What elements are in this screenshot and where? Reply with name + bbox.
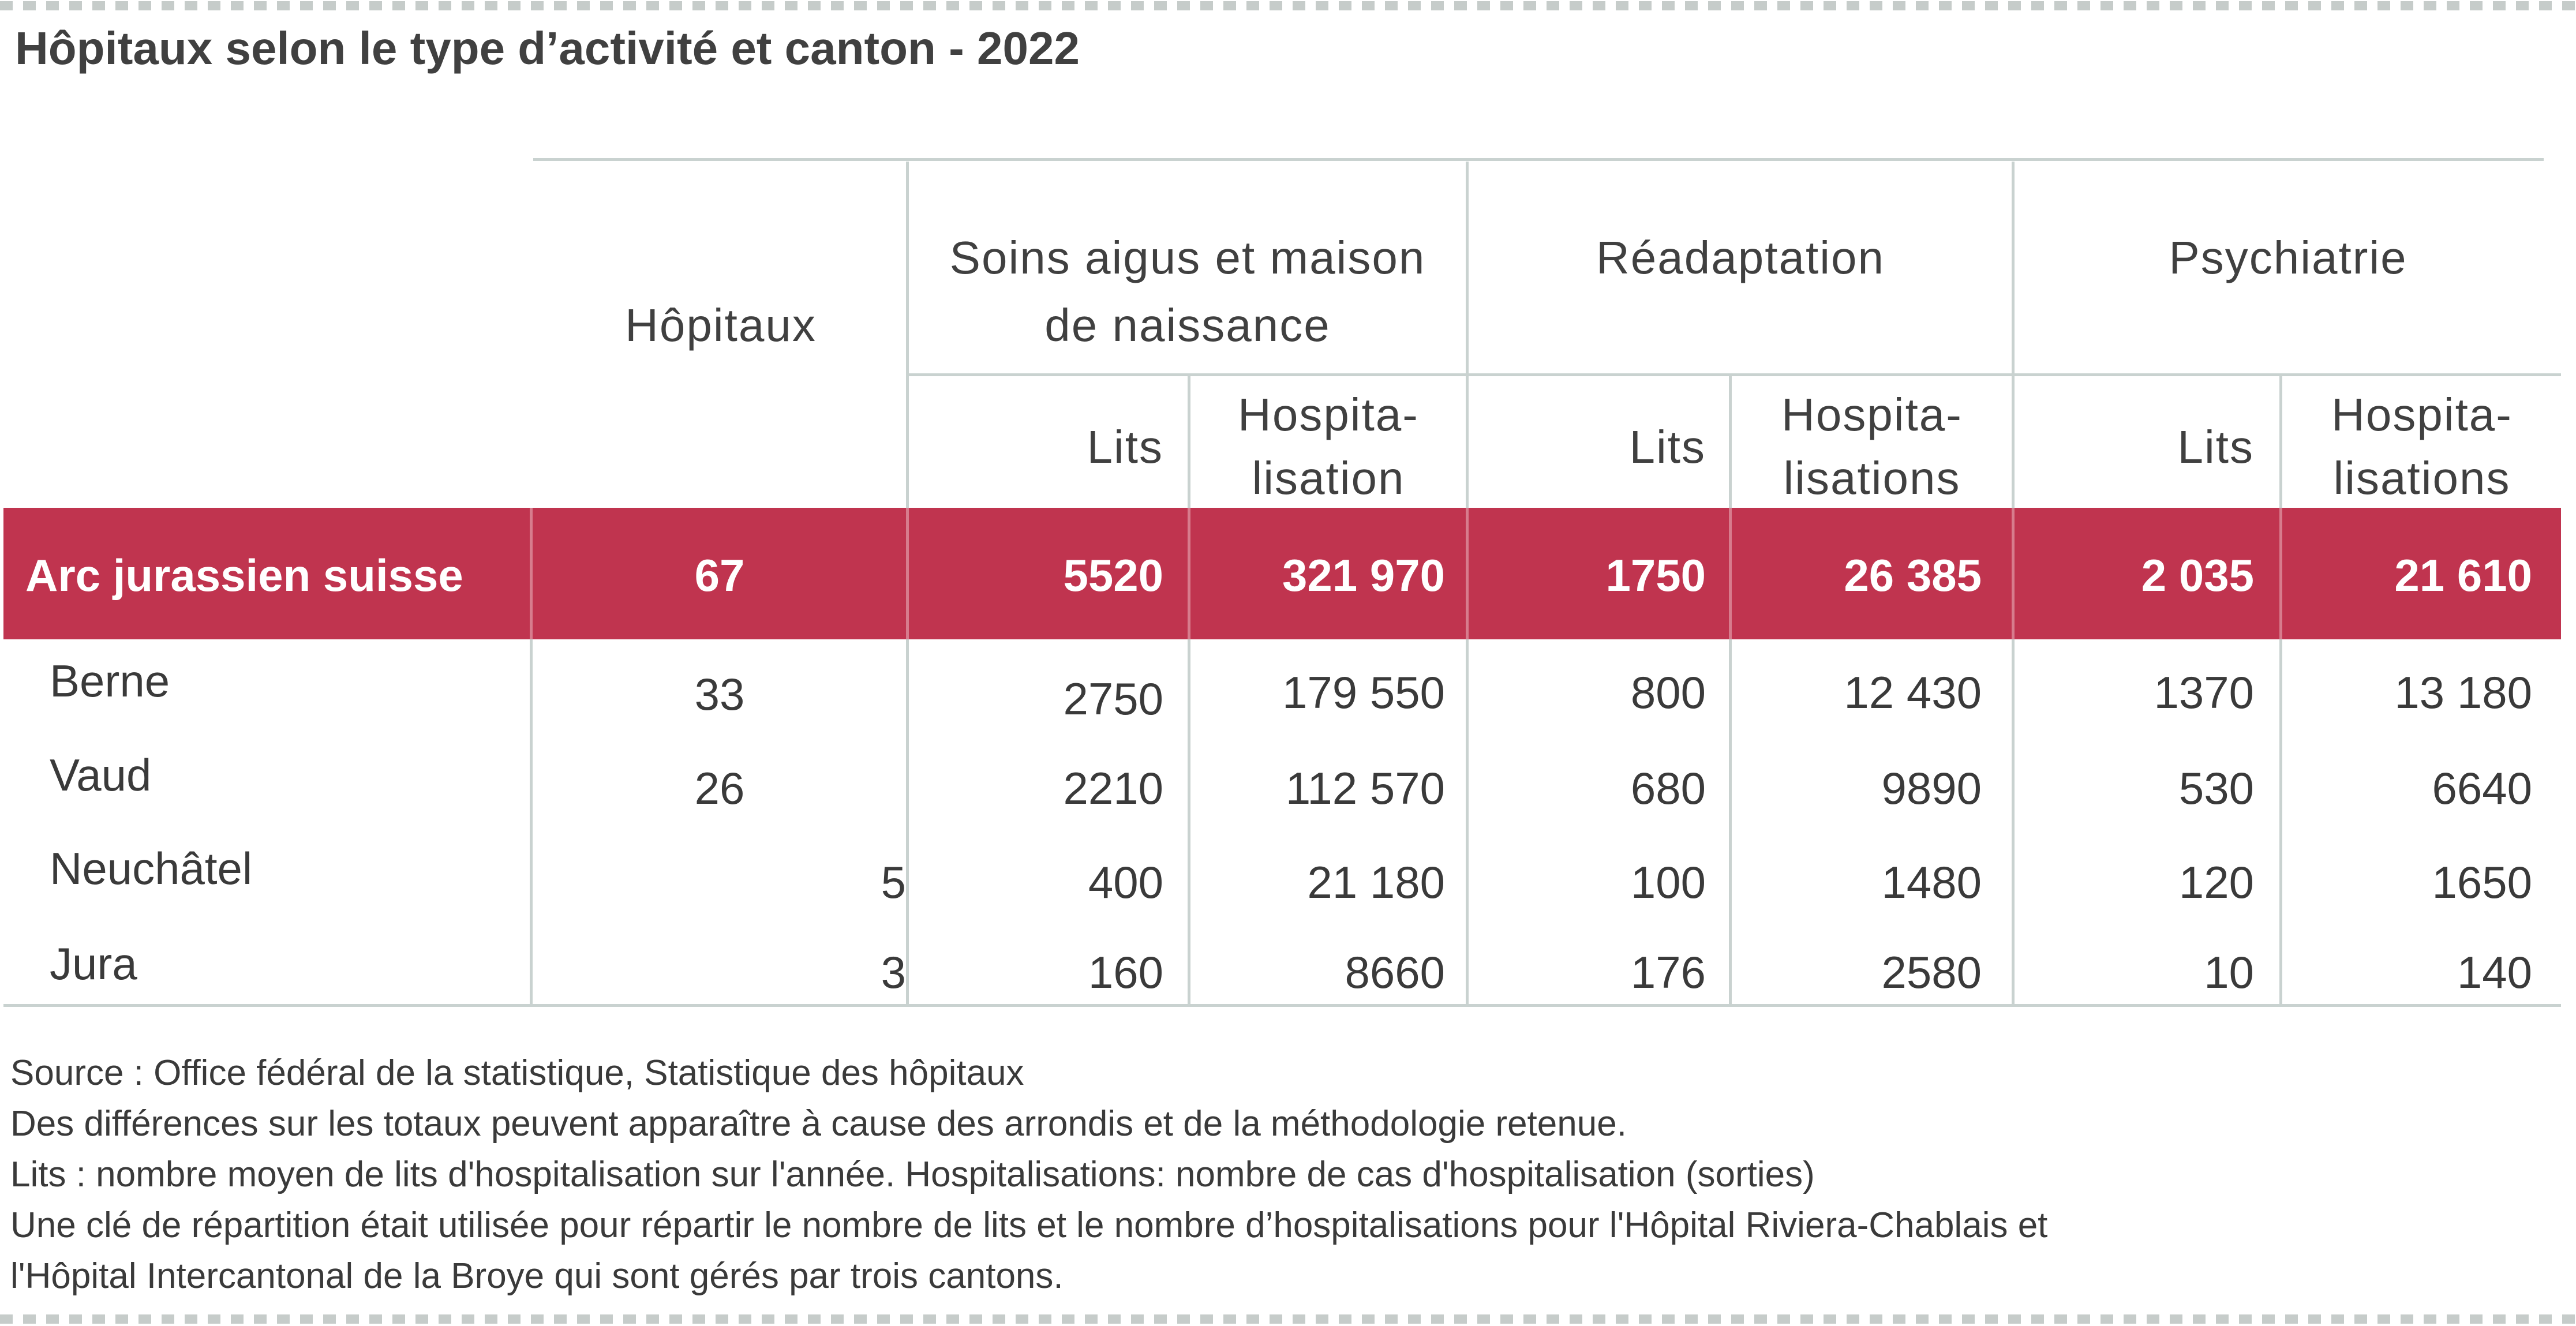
divider-acute-sub [1188,376,1190,1007]
subheader-rehab-stays-line1: Hospita- [1781,389,1963,440]
vaud-psych-stays: 6640 [2432,763,2532,814]
row-label-jura: Jura [50,938,137,989]
total-row-band [3,508,2561,639]
band-divider [2279,508,2282,639]
header-acute-line1: Soins aigus et maison [949,232,1426,283]
berne-psych-beds: 1370 [2154,667,2254,718]
source-note: Source : Office fédéral de la statistiqu… [10,1053,1024,1093]
total-hospitals: 67 [694,550,745,601]
divider-label-col [530,508,533,1007]
jura-psych-beds: 10 [2204,947,2254,998]
neuchatel-psych-beds: 120 [2178,857,2254,908]
subheader-psych-beds: Lits [2177,421,2254,473]
band-divider [1729,508,1732,639]
divider-rehab-sub [1729,376,1732,1007]
band-divider [1188,508,1190,639]
subheader-rehab-beds: Lits [1629,421,1706,473]
neuchatel-rehab-stays: 1480 [1881,857,1982,908]
vaud-rehab-beds: 680 [1630,763,1706,814]
neuchatel-hospitals: 5 [881,857,906,908]
vaud-acute-stays: 112 570 [1285,763,1445,814]
berne-psych-stays: 13 180 [2394,667,2532,718]
subheader-acute-stays-line1: Hospita- [1238,389,1419,440]
jura-psych-stays: 140 [2457,947,2532,998]
vaud-rehab-stays: 9890 [1881,763,1982,814]
definitions-note: Lits : nombre moyen de lits d'hospitalis… [10,1155,1815,1194]
total-row-label: Arc jurassien suisse [25,550,463,601]
total-psych-beds: 2 035 [2141,550,2254,601]
band-divider [1466,508,1469,639]
neuchatel-psych-stays: 1650 [2432,857,2532,908]
header-rehab: Réadaptation [1596,232,1885,283]
table-title: Hôpitaux selon le type d’activité et can… [15,23,1080,74]
subheader-psych-stays-line1: Hospita- [2331,389,2513,440]
vaud-acute-beds: 2210 [1063,763,1163,814]
berne-rehab-beds: 800 [1630,667,1706,718]
allocation-note-line2: l'Hôpital Intercantonal de la Broye qui … [10,1256,1064,1296]
table-bottom-rule [3,1004,2561,1007]
jura-rehab-beds: 176 [1630,947,1706,998]
band-divider [906,508,909,639]
top-dashed-rule [0,1,2576,10]
jura-rehab-stays: 2580 [1881,947,1982,998]
berne-acute-stays: 179 550 [1282,667,1445,718]
header-top-rule [533,158,2544,161]
total-acute-stays: 321 970 [1282,550,1445,601]
berne-rehab-stays: 12 430 [1844,667,1982,718]
subheader-psych-stays-line2: lisations [2333,452,2511,504]
total-acute-beds: 5520 [1063,550,1163,601]
subheader-rule [908,373,2561,376]
jura-hospitals: 3 [881,947,906,998]
berne-acute-beds: 2750 [1063,673,1163,724]
neuchatel-acute-stays: 21 180 [1307,857,1445,908]
vaud-hospitals: 26 [694,763,745,814]
subheader-acute-beds: Lits [1087,421,1163,473]
subheader-rehab-stays-line2: lisations [1783,452,1961,504]
berne-hospitals: 33 [694,669,745,720]
row-label-vaud: Vaud [50,750,152,800]
band-divider [530,508,533,639]
header-psych: Psychiatrie [2169,232,2407,283]
bottom-dashed-rule [0,1314,2576,1324]
total-psych-stays: 21 610 [2394,550,2532,601]
allocation-note-line1: Une clé de répartition était utilisée po… [10,1205,2048,1245]
row-label-berne: Berne [50,655,170,706]
divider-psych-sub [2279,376,2282,1007]
jura-acute-beds: 160 [1088,947,1163,998]
row-label-neuchatel: Neuchâtel [50,843,253,894]
total-rehab-stays: 26 385 [1844,550,1982,601]
jura-acute-stays: 8660 [1345,947,1445,998]
subheader-acute-stays-line2: lisation [1252,452,1405,504]
header-hospitals: Hôpitaux [625,299,817,351]
total-rehab-beds: 1750 [1605,550,1706,601]
rounding-note: Des différences sur les totaux peuvent a… [10,1104,1627,1144]
vaud-psych-beds: 530 [2178,763,2254,814]
neuchatel-acute-beds: 400 [1088,857,1163,908]
neuchatel-rehab-beds: 100 [1630,857,1706,908]
header-acute-line2: de naissance [1044,299,1331,351]
band-divider [2012,508,2015,639]
